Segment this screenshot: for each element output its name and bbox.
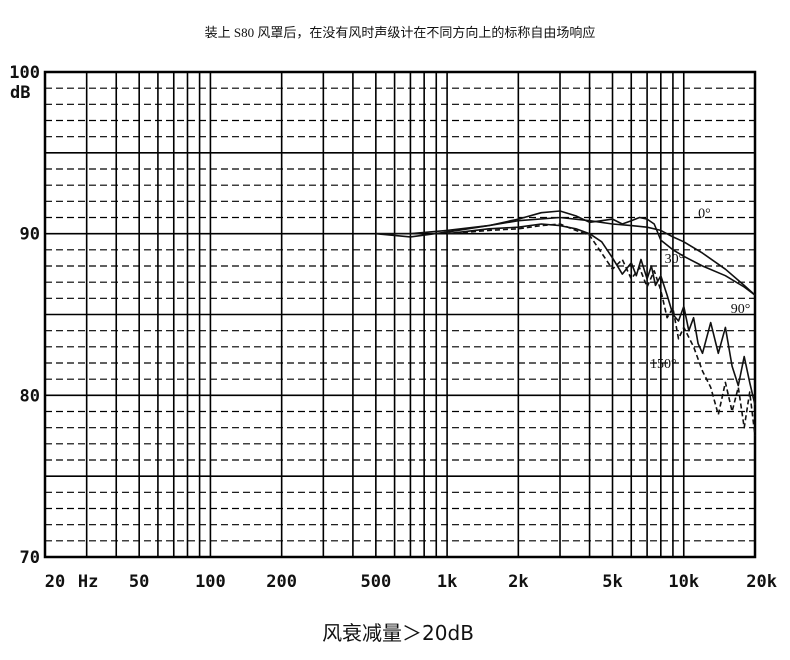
plot-frame: [43, 70, 757, 559]
angle-label: 0°: [698, 207, 711, 222]
wind-attenuation-note: 风衰减量＞20dB: [322, 621, 474, 645]
x-tick-label: 1k: [437, 572, 457, 592]
angle-annotations: 0° 30° 90° 150°: [650, 207, 750, 372]
x-tick-labels: 20 50 100 200 500 1k 2k 5k 10k 20k: [45, 572, 777, 592]
y-tick-label: 80: [20, 386, 40, 406]
y-tick-label: 90: [20, 225, 40, 245]
angle-label: 90°: [731, 302, 751, 317]
series-line-90deg: [447, 223, 756, 406]
x-unit-label: Hz: [78, 572, 98, 592]
y-tick-label: 100: [9, 63, 40, 83]
angle-label: 30°: [665, 252, 685, 267]
series-layer: [375, 210, 756, 436]
x-tick-label: 200: [266, 572, 297, 592]
series-line-0deg: [375, 216, 756, 296]
x-tick-label: 50: [129, 572, 149, 592]
series-line-30deg: [375, 210, 756, 296]
y-unit-label: dB: [10, 83, 30, 103]
grid-minor-lines: [45, 87, 755, 542]
x-tick-label: 10k: [668, 572, 699, 592]
x-tick-label: 5k: [602, 572, 622, 592]
x-tick-label: 2k: [508, 572, 528, 592]
series-line-150deg: [447, 223, 756, 436]
x-tick-label: 20: [45, 572, 65, 592]
chart-title: 装上 S80 风罩后，在没有风时声级计在不同方向上的标称自由场响应: [205, 25, 596, 40]
grid-major-lines: [45, 72, 755, 557]
angle-label: 150°: [650, 357, 677, 372]
x-tick-label: 500: [360, 572, 391, 592]
x-tick-label: 20k: [746, 572, 777, 592]
y-tick-labels: 100 90 80 70: [9, 63, 40, 568]
x-tick-label: 100: [195, 572, 226, 592]
y-tick-label: 70: [20, 548, 40, 568]
